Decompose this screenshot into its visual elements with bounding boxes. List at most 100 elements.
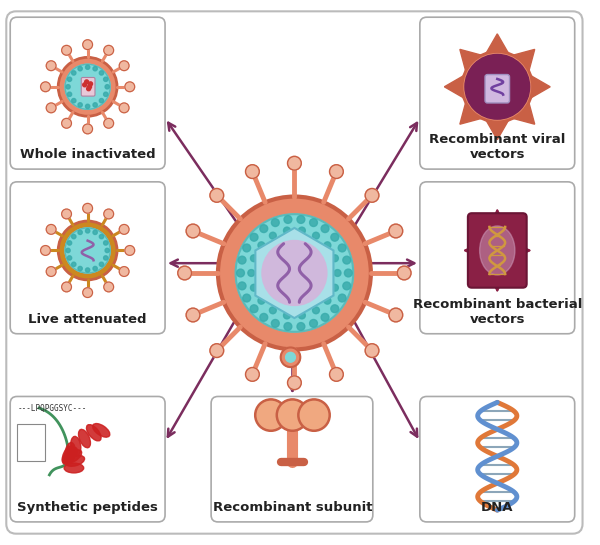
- Circle shape: [93, 230, 97, 234]
- Circle shape: [269, 307, 276, 314]
- Circle shape: [331, 305, 338, 313]
- Circle shape: [119, 61, 129, 71]
- Circle shape: [65, 64, 110, 110]
- Circle shape: [269, 232, 276, 239]
- Circle shape: [85, 65, 90, 69]
- Circle shape: [238, 256, 246, 264]
- Circle shape: [465, 54, 530, 119]
- Circle shape: [462, 52, 533, 122]
- Circle shape: [283, 312, 290, 319]
- Circle shape: [260, 313, 268, 321]
- Circle shape: [321, 313, 329, 321]
- Circle shape: [258, 297, 265, 304]
- Circle shape: [210, 189, 224, 202]
- Circle shape: [248, 270, 255, 276]
- Circle shape: [397, 266, 411, 280]
- Circle shape: [332, 255, 338, 262]
- Circle shape: [85, 104, 90, 108]
- Text: Live attenuated: Live attenuated: [28, 313, 147, 326]
- Circle shape: [250, 305, 258, 313]
- Circle shape: [271, 319, 279, 328]
- Circle shape: [186, 224, 200, 238]
- Circle shape: [236, 269, 244, 277]
- FancyBboxPatch shape: [10, 396, 165, 522]
- Circle shape: [125, 246, 134, 256]
- Circle shape: [332, 284, 338, 291]
- Circle shape: [324, 242, 331, 249]
- Circle shape: [71, 71, 76, 75]
- Circle shape: [271, 219, 279, 227]
- Circle shape: [343, 282, 350, 290]
- Ellipse shape: [79, 429, 91, 448]
- FancyBboxPatch shape: [10, 182, 165, 334]
- Circle shape: [104, 209, 113, 219]
- Circle shape: [67, 92, 71, 96]
- Circle shape: [93, 103, 97, 107]
- Circle shape: [88, 85, 92, 89]
- Polygon shape: [256, 228, 334, 318]
- FancyBboxPatch shape: [468, 213, 527, 288]
- FancyBboxPatch shape: [81, 77, 95, 96]
- Circle shape: [58, 221, 117, 280]
- Ellipse shape: [62, 446, 74, 464]
- Circle shape: [287, 376, 301, 390]
- Circle shape: [83, 288, 92, 298]
- Circle shape: [85, 268, 90, 272]
- Circle shape: [58, 57, 117, 116]
- Circle shape: [243, 294, 251, 302]
- Circle shape: [262, 240, 327, 305]
- Circle shape: [78, 230, 82, 234]
- Circle shape: [389, 224, 403, 238]
- FancyBboxPatch shape: [420, 17, 575, 169]
- Circle shape: [71, 262, 76, 267]
- Circle shape: [119, 103, 129, 113]
- Text: Recombinant bacterial
vectors: Recombinant bacterial vectors: [413, 298, 582, 326]
- Circle shape: [334, 270, 341, 276]
- Circle shape: [41, 246, 50, 256]
- Ellipse shape: [92, 423, 110, 437]
- FancyBboxPatch shape: [211, 396, 373, 522]
- Ellipse shape: [65, 443, 75, 462]
- Circle shape: [83, 124, 92, 134]
- Circle shape: [365, 344, 379, 358]
- Circle shape: [287, 156, 301, 170]
- Circle shape: [310, 219, 317, 227]
- Circle shape: [218, 197, 371, 349]
- Circle shape: [104, 92, 108, 96]
- Text: DNA: DNA: [481, 501, 514, 514]
- Text: Recombinant viral
vectors: Recombinant viral vectors: [429, 134, 565, 161]
- Circle shape: [83, 40, 92, 50]
- Circle shape: [71, 234, 76, 239]
- Circle shape: [41, 82, 50, 92]
- Circle shape: [83, 83, 86, 87]
- Circle shape: [104, 77, 108, 81]
- Circle shape: [104, 118, 113, 128]
- Circle shape: [67, 256, 71, 260]
- Circle shape: [283, 227, 290, 234]
- Circle shape: [100, 99, 104, 103]
- Circle shape: [46, 267, 56, 276]
- Circle shape: [93, 267, 97, 271]
- Circle shape: [85, 80, 89, 84]
- Circle shape: [243, 244, 251, 252]
- Circle shape: [78, 103, 82, 107]
- Circle shape: [67, 241, 71, 245]
- Circle shape: [104, 256, 108, 260]
- Ellipse shape: [64, 450, 82, 463]
- Circle shape: [100, 234, 104, 239]
- Circle shape: [365, 189, 379, 202]
- Circle shape: [338, 294, 346, 302]
- Bar: [17, 424, 44, 461]
- Circle shape: [83, 203, 92, 213]
- Circle shape: [85, 229, 90, 233]
- Circle shape: [46, 61, 56, 71]
- Circle shape: [105, 84, 109, 89]
- Circle shape: [119, 267, 129, 276]
- Circle shape: [238, 282, 246, 290]
- FancyBboxPatch shape: [420, 182, 575, 334]
- Ellipse shape: [71, 437, 81, 456]
- Circle shape: [62, 118, 71, 128]
- Circle shape: [100, 262, 104, 267]
- Circle shape: [104, 45, 113, 55]
- Circle shape: [62, 45, 71, 55]
